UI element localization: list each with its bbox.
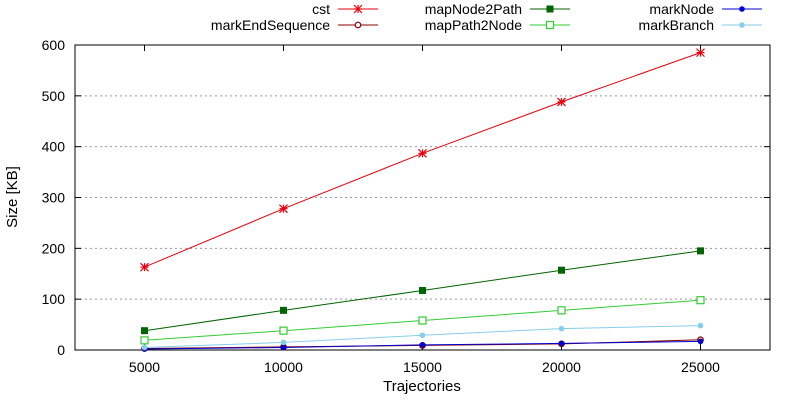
data-point-map-node2-path	[419, 287, 426, 295]
y-tick-label: 200	[42, 240, 66, 256]
y-tick-label: 400	[42, 139, 66, 155]
legend-label: markNode	[649, 1, 714, 17]
data-point-cst	[418, 148, 427, 158]
data-point-map-path2-node	[696, 296, 705, 305]
legend-label: cst	[312, 1, 330, 17]
y-tick-label: 100	[42, 291, 66, 307]
series-mark-branch	[141, 322, 704, 351]
data-point-mark-branch	[419, 332, 426, 339]
data-point-cst	[279, 204, 288, 214]
data-point-cst	[140, 262, 149, 272]
legend-entry-mark-node: markNode	[649, 1, 762, 17]
y-tick-label: 0	[57, 342, 65, 358]
y-axis-title: Size [KB]	[4, 166, 21, 228]
legend-entry-mark-branch: markBranch	[639, 17, 762, 33]
x-ticks: 5000 10000 15000 20000 25000	[129, 45, 720, 375]
data-point-map-path2-node	[557, 306, 566, 315]
series-map-node2-path	[141, 247, 704, 335]
x-tick-label: 20000	[542, 359, 581, 375]
y-tick-label: 500	[42, 88, 66, 104]
x-tick-label: 15000	[403, 359, 442, 375]
legend-entry-map-path2-node: mapPath2Node	[425, 17, 570, 33]
series-mark-node	[141, 338, 704, 352]
legend-swatch-marker	[739, 6, 745, 12]
legend-swatch-marker	[546, 5, 554, 13]
data-point-map-node2-path	[141, 327, 148, 335]
legend-swatch-marker	[354, 21, 362, 29]
legend-label: markEndSequence	[211, 17, 330, 33]
legend-label: markBranch	[639, 17, 714, 33]
x-tick-label: 10000	[264, 359, 303, 375]
y-ticks: 0 100 200 300 400 500 600	[42, 37, 770, 358]
series	[140, 48, 705, 352]
series-line-cst	[144, 52, 701, 268]
legend-entry-mark-end-sequence: markEndSequence	[211, 17, 378, 33]
data-point-mark-branch	[141, 344, 148, 351]
data-point-mark-node	[558, 340, 565, 347]
data-point-mark-branch	[280, 339, 287, 346]
legend-swatch-marker	[353, 4, 363, 14]
data-point-mark-branch	[697, 322, 704, 329]
x-tick-label: 5000	[129, 359, 160, 375]
data-point-map-node2-path	[558, 266, 565, 274]
data-point-map-node2-path	[697, 247, 704, 255]
series-cst	[140, 48, 705, 272]
data-point-mark-node	[419, 342, 426, 348]
data-point-mark-node	[697, 338, 704, 345]
data-point-mark-branch	[558, 325, 565, 332]
series-map-path2-node	[140, 296, 705, 345]
data-point-mark-node	[280, 344, 287, 351]
data-point-map-node2-path	[280, 306, 287, 314]
legend-entry-cst: cst	[312, 1, 378, 17]
legend-label: mapPath2Node	[425, 17, 523, 33]
legend-label: mapNode2Path	[425, 1, 522, 17]
data-point-cst	[557, 97, 566, 107]
data-point-map-path2-node	[140, 336, 149, 345]
x-axis-title: Trajectories	[383, 378, 461, 395]
data-point-map-path2-node	[418, 316, 427, 325]
legend-swatch-marker	[545, 20, 555, 30]
data-point-map-path2-node	[279, 326, 288, 335]
y-tick-label: 600	[42, 37, 66, 53]
x-tick-label: 25000	[681, 359, 720, 375]
legend-swatch-marker	[739, 22, 745, 28]
grid-lines	[75, 95, 770, 300]
data-point-cst	[696, 48, 705, 58]
y-tick-label: 300	[42, 190, 66, 206]
legend-entry-map-node2-path: mapNode2Path	[425, 1, 570, 17]
